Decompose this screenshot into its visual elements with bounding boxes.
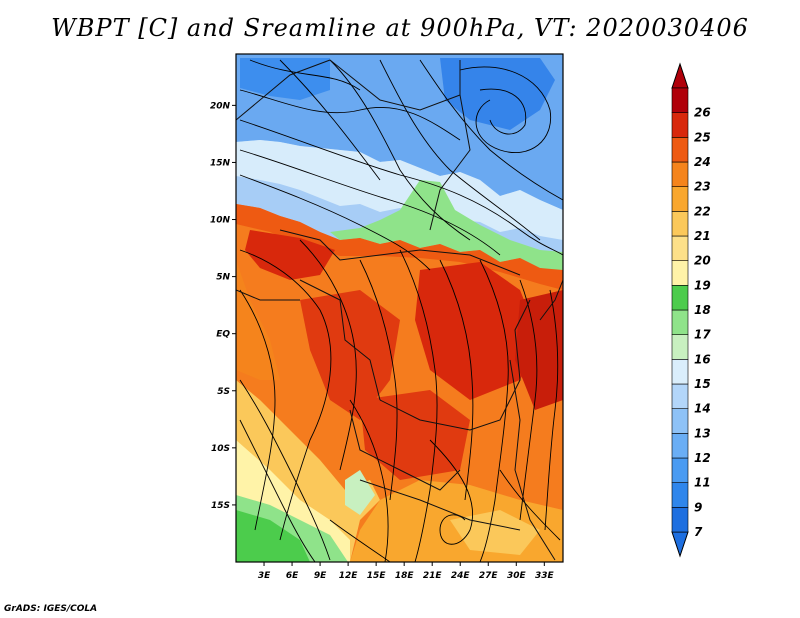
lat-tick-label: 20N [210,101,231,111]
colorbar-label: 15 [694,377,711,391]
colorbar-segment [671,137,689,163]
lat-tick-label: 5S [217,387,230,397]
lat-tick-label: 15N [210,158,231,168]
colorbar-label: 7 [694,525,703,539]
colorbar-label: 26 [694,106,711,120]
colorbar-segment [671,457,689,483]
lat-tick-label: 15S [211,501,230,511]
grads-credit: GrADS: IGES/COLA [4,604,98,614]
lon-tick-label: 3E [258,571,271,581]
colorbar-segment [671,285,689,311]
lat-tick-label: 5N [216,273,230,283]
chart-title: WBPT [C] and Sreamline at 900hPa, VT: 20… [51,14,749,42]
colorbar-label: 25 [694,130,711,144]
colorbar-segment [671,408,689,434]
lon-tick-label: 6E [286,571,299,581]
colorbar-segment [671,507,689,533]
colorbar-label: 23 [694,180,711,194]
colorbar-segment [671,334,689,360]
colorbar-max-triangle [671,62,689,89]
colorbar-segment [671,161,689,187]
colorbar-label: 17 [694,328,711,342]
colorbar-label: 24 [694,155,711,169]
colorbar-min-triangle [671,531,689,558]
map-frame [235,53,564,563]
lon-tick-label: 15E [367,571,387,581]
colorbar-label: 21 [694,229,711,243]
lat-tick-label: EQ [216,330,230,340]
colorbar-segment [671,359,689,385]
lon-tick-label: 18E [395,571,415,581]
lon-tick-label: 12E [339,571,359,581]
colorbar-segment [671,482,689,508]
colorbar-label: 18 [694,303,711,317]
colorbar-segment [671,235,689,261]
wbpt-field [236,54,563,562]
lon-tick-label: 24E [451,571,471,581]
country-borders [236,59,563,561]
colorbar-segment [671,211,689,237]
colorbar-segment [671,433,689,459]
latitude-axis: 20N 15N 10N 5N EQ 5S 10S 15S [210,101,236,511]
lon-tick-label: 27E [479,571,499,581]
lon-tick-label: 30E [507,571,527,581]
colorbar-segment [671,112,689,138]
colorbar-label: 13 [694,426,711,440]
colorbar-label: 16 [694,352,711,366]
colorbar-label: 9 [694,500,702,514]
lon-tick-label: 21E [423,571,443,581]
longitude-axis: 3E 6E 9E 12E 15E 18E 21E 24E 27E 30E 33E [258,562,555,581]
colorbar-label: 22 [694,204,711,218]
colorbar-segment [671,186,689,212]
lon-tick-label: 9E [314,571,327,581]
colorbar-label: 19 [694,278,711,292]
lon-tick-label: 33E [535,571,555,581]
colorbar-segment [671,260,689,286]
colorbar-segment [671,383,689,409]
colorbar-label: 20 [694,254,711,268]
colorbar-label: 11 [694,476,711,490]
colorbar-segment [671,87,689,113]
colorbar-segment [671,309,689,335]
colorbar-label: 14 [694,402,711,416]
colorbar-label: 12 [694,451,711,465]
streamlines [239,59,563,562]
lat-tick-label: 10N [210,216,231,226]
lat-tick-label: 10S [211,444,230,454]
colorbar: 7 9 11 12 13 14 15 16 17 18 19 20 21 22 23 24 25 26 [671,62,711,558]
